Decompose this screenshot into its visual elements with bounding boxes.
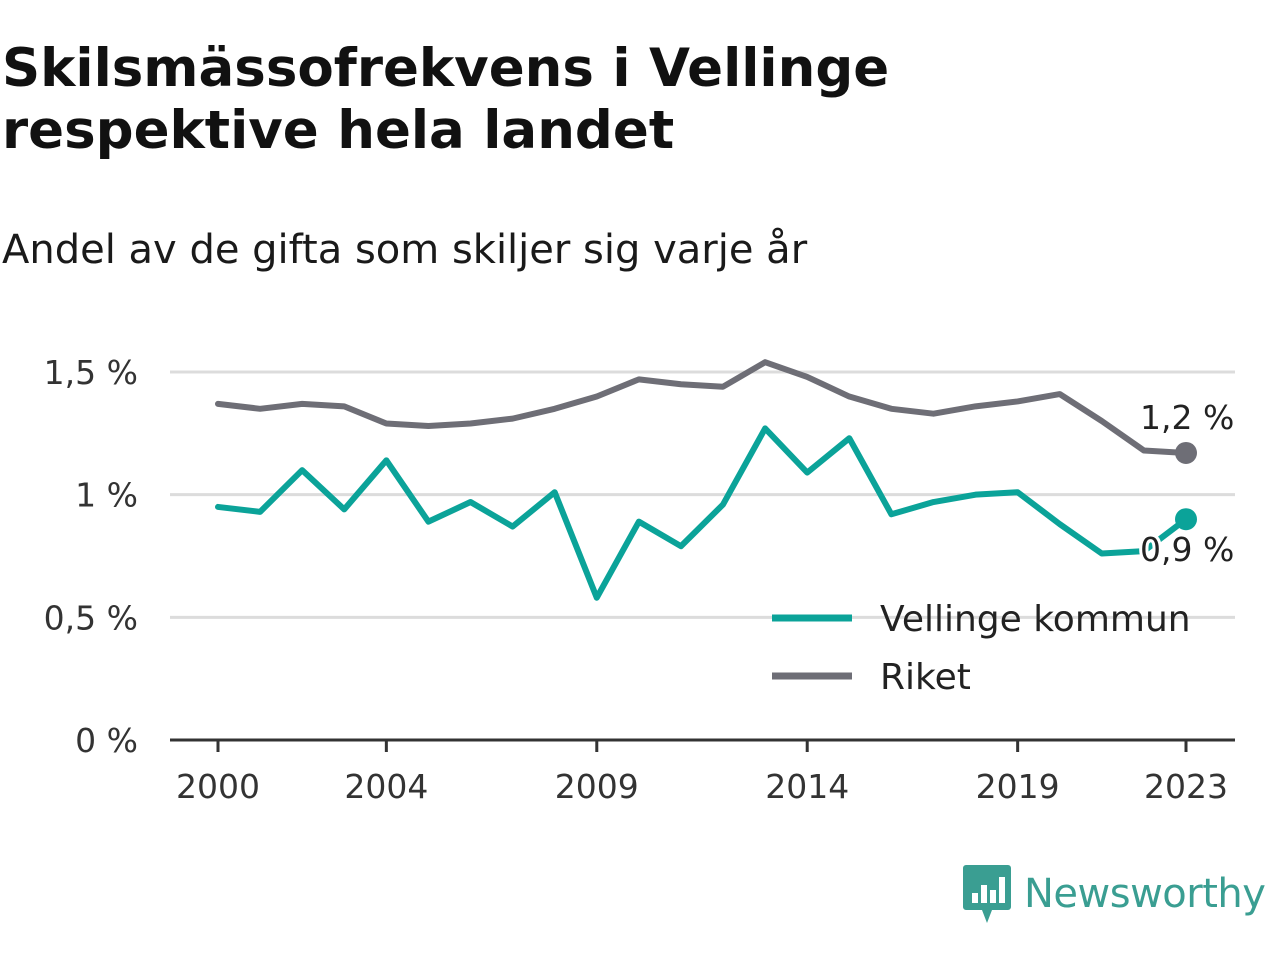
- x-tick-label: 2000: [176, 767, 260, 806]
- chart-title: Skilsmässofrekvens i Vellinge respektive…: [2, 38, 890, 161]
- chart-subtitle: Andel av de gifta som skiljer sig varje …: [2, 227, 808, 273]
- series-lines: [215, 359, 1197, 601]
- brand-name: Newsworthy: [1024, 871, 1266, 917]
- series-line-riket: [215, 359, 1189, 456]
- y-axis-ticks: 0 % 0,5 % 1 % 1,5 %: [44, 353, 138, 760]
- legend: Vellinge kommun Riket: [772, 599, 1191, 698]
- x-tick-label: 2004: [344, 767, 428, 806]
- newsworthy-logo-icon: [963, 865, 1011, 923]
- x-tick-label: 2023: [1144, 767, 1228, 806]
- brand-logo: Newsworthy: [962, 862, 1266, 926]
- y-tick-label: 0 %: [75, 721, 138, 760]
- x-tick-label: 2014: [765, 767, 849, 806]
- y-tick-label: 1 %: [75, 476, 138, 515]
- y-tick-label: 0,5 %: [44, 598, 138, 637]
- end-point-vellinge: [1175, 508, 1197, 531]
- legend-label-riket: Riket: [880, 657, 971, 698]
- x-tick-label: 2019: [976, 767, 1060, 806]
- x-tick-label: 2009: [555, 767, 639, 806]
- end-point-riket: [1175, 441, 1197, 464]
- x-axis: 2000 2004 2009 2014 2019 2023: [170, 738, 1235, 806]
- legend-label-vellinge: Vellinge kommun: [880, 599, 1191, 640]
- end-label-vellinge: 0,9 %: [1140, 530, 1234, 569]
- gridlines: [170, 370, 1235, 619]
- end-labels: 0,9 % 1,2 %: [1137, 395, 1237, 572]
- end-label-riket: 1,2 %: [1140, 398, 1234, 437]
- y-tick-label: 1,5 %: [44, 353, 138, 392]
- series-line-vellinge: [215, 425, 1189, 601]
